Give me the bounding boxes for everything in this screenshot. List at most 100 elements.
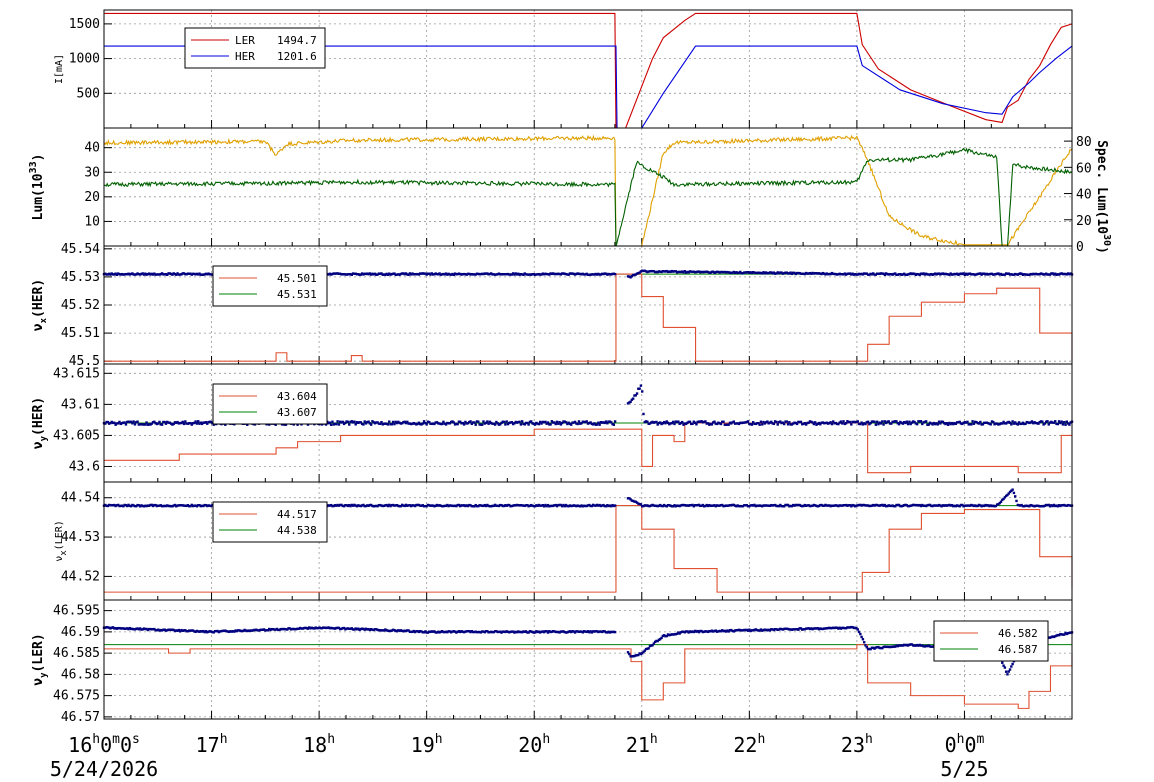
tune-point <box>699 271 702 274</box>
y-label-sup: 33 <box>28 161 39 173</box>
tune-point <box>373 422 377 425</box>
tune-point <box>653 421 657 424</box>
tune-point <box>966 420 969 424</box>
tune-point <box>426 631 430 634</box>
tune-point <box>727 423 730 426</box>
tune-point <box>480 272 484 276</box>
tune-point <box>773 628 777 631</box>
tune-point <box>153 272 156 275</box>
tune-point <box>792 628 795 631</box>
tune-point <box>167 421 170 424</box>
tune-point <box>992 420 995 424</box>
tune-point <box>923 645 927 648</box>
tune-point <box>1068 423 1071 426</box>
tune-point <box>439 422 443 426</box>
tune-point <box>510 273 514 276</box>
tune-point <box>722 504 725 508</box>
tune-point <box>191 629 195 632</box>
tune-point <box>246 629 249 633</box>
tune-point <box>358 421 361 424</box>
tune-point <box>772 504 776 507</box>
tune-point <box>372 273 375 276</box>
tune-point <box>900 644 903 647</box>
tune-point <box>419 504 422 507</box>
tune-point <box>1004 494 1008 498</box>
tune-point <box>608 631 612 634</box>
tune-point <box>576 422 579 426</box>
tune-point <box>175 421 178 425</box>
tune-point <box>126 627 129 630</box>
tune-point <box>1044 420 1048 424</box>
tune-point <box>811 504 814 507</box>
tune-point <box>926 504 929 507</box>
tune-point <box>648 422 652 425</box>
tune-point <box>684 271 688 274</box>
tune-point <box>905 643 908 647</box>
tune-point <box>758 504 761 507</box>
tune-point <box>131 627 134 631</box>
tune-point <box>363 420 366 423</box>
tune-point <box>733 271 737 275</box>
tune-point <box>825 627 828 630</box>
tune-point <box>566 504 569 508</box>
tune-point <box>892 645 896 648</box>
tune-point <box>379 503 382 507</box>
y-label-sub: x <box>39 317 49 323</box>
tune-point <box>203 630 206 634</box>
tune-point <box>186 422 190 425</box>
tune-point <box>1016 503 1019 507</box>
tune-point <box>260 628 263 631</box>
tune-point <box>252 628 255 632</box>
tune-point <box>471 273 475 276</box>
legend-value: 44.517 <box>277 508 317 521</box>
tune-point <box>879 272 883 275</box>
tune-point <box>598 630 601 633</box>
tune-point <box>530 420 533 423</box>
tune-point <box>633 394 636 397</box>
tune-point <box>998 501 1001 505</box>
tune-point <box>669 422 672 425</box>
tune-point <box>923 504 927 507</box>
tune-point <box>443 422 446 425</box>
x-tick-label: 23h <box>841 732 873 757</box>
tune-point <box>684 630 688 633</box>
tune-point <box>727 271 730 274</box>
tune-point <box>151 628 155 631</box>
tune-point <box>395 421 399 425</box>
tune-point <box>637 387 640 390</box>
tune-point <box>399 422 403 425</box>
tune-point <box>1039 505 1043 508</box>
tune-point <box>129 272 133 276</box>
tune-point <box>412 504 415 507</box>
tune-point <box>917 273 920 276</box>
tune-point <box>757 504 760 508</box>
x-tick-label: 21h <box>626 732 658 757</box>
tune-point <box>193 630 196 633</box>
tune-point <box>154 628 157 632</box>
tune-point <box>888 504 892 508</box>
tune-point <box>909 422 912 426</box>
tune-point <box>153 503 156 507</box>
tune-point <box>630 655 634 658</box>
tune-point <box>668 633 671 637</box>
tune-point <box>785 503 788 507</box>
tune-point <box>915 503 919 507</box>
tune-point <box>931 504 934 508</box>
tune-point <box>158 504 161 507</box>
tune-point <box>268 627 271 631</box>
tune-point <box>602 421 605 424</box>
tune-point <box>1057 504 1061 507</box>
tune-point <box>314 626 317 629</box>
tune-point <box>630 275 634 278</box>
tune-point <box>639 652 643 656</box>
tune-point <box>847 272 850 275</box>
tune-point <box>348 627 351 630</box>
tune-point <box>690 503 693 507</box>
tune-point <box>124 272 128 276</box>
tune-point <box>641 652 644 655</box>
tune-point <box>777 628 781 631</box>
tune-point <box>350 627 354 630</box>
tune-point <box>723 270 727 274</box>
tune-point <box>444 630 448 633</box>
